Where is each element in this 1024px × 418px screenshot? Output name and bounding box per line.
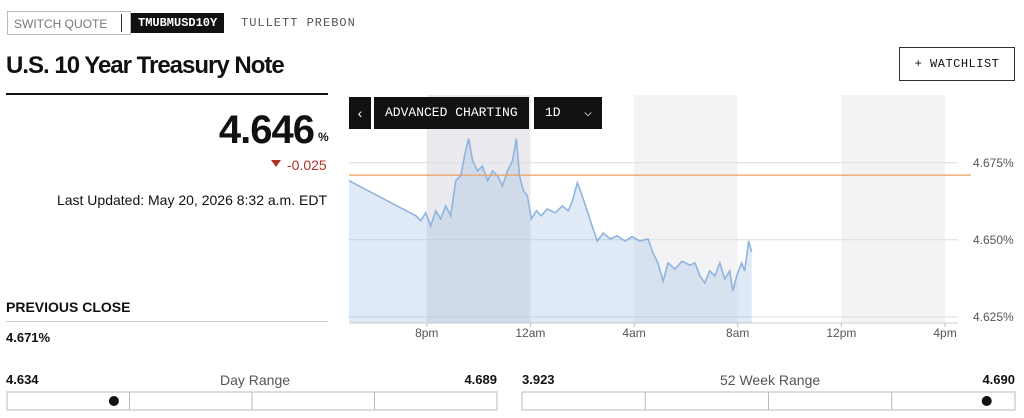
change: -0.025: [287, 157, 327, 173]
dropdown-caret: ⌵: [584, 105, 592, 120]
y-tick-label: 4.625%: [973, 310, 1014, 324]
last-updated: Last Updated: May 20, 2026 8:32 a.m. EDT: [56, 192, 327, 208]
day-range-low: 4.634: [6, 372, 39, 387]
x-tick-label: 12am: [515, 326, 545, 340]
session-band: [841, 95, 946, 323]
previous-close-value: 4.671%: [6, 330, 51, 345]
week52-high: 4.690: [982, 372, 1015, 387]
advanced-charting-button[interactable]: ADVANCED CHARTING: [374, 97, 529, 129]
day-range-high: 4.689: [464, 372, 497, 387]
back-button[interactable]: ‹: [349, 97, 371, 129]
interval-button[interactable]: 1D ⌵: [534, 97, 602, 129]
day-range-label: Day Range: [220, 372, 291, 388]
day-range-marker: [108, 396, 119, 406]
divider: [121, 14, 122, 32]
week52-range-marker: [981, 396, 992, 406]
x-tick-label: 4pm: [933, 326, 956, 340]
x-tick-label: 8pm: [415, 326, 438, 340]
rule: [6, 321, 328, 322]
x-tick-label: 12pm: [826, 326, 856, 340]
y-tick-label: 4.675%: [973, 156, 1014, 170]
week52-low: 3.923: [522, 372, 555, 387]
symbol-badge: TMUBMUSD10Y: [131, 13, 225, 33]
price-line: [348, 138, 753, 292]
x-tick-label: 4am: [622, 326, 645, 340]
down-arrow: [271, 160, 281, 167]
y-tick-label: 4.650%: [973, 233, 1014, 247]
interval-label: 1D: [545, 105, 561, 120]
week52-label: 52 Week Range: [720, 372, 821, 388]
session-band: [634, 95, 738, 323]
switch-quote-input[interactable]: SWITCH QUOTE: [7, 11, 131, 35]
area: [349, 138, 752, 323]
rule: [6, 93, 328, 95]
price-unit: %: [318, 130, 329, 144]
previous-close-label: PREVIOUS CLOSE: [6, 299, 131, 315]
source: TULLETT PREBON: [241, 16, 356, 30]
title: U.S. 10 Year Treasury Note: [6, 52, 285, 79]
price: 4.646: [218, 108, 315, 152]
watchlist-button[interactable]: + WATCHLIST: [899, 47, 1015, 81]
x-tick-label: 8am: [726, 326, 749, 340]
